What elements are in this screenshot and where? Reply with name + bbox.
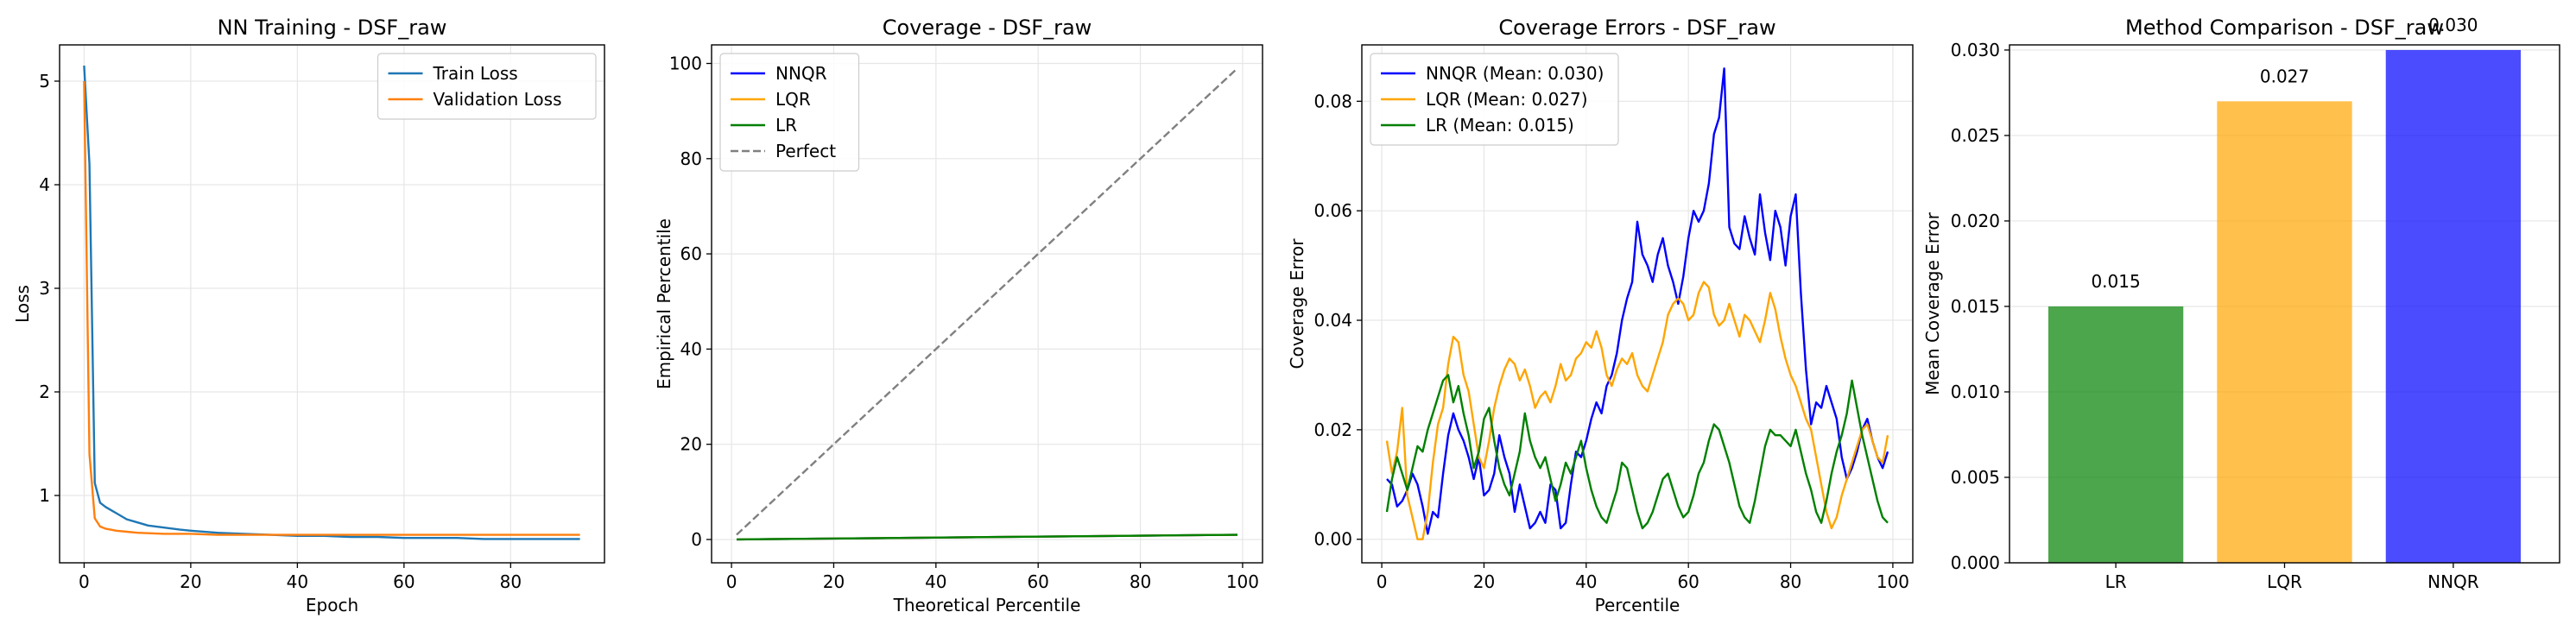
bar-nnqr (2385, 49, 2522, 563)
x-tick-label: LQR (2267, 571, 2302, 592)
chart-title: NN Training - DSF_raw (218, 16, 447, 40)
y-tick-label: 0.00 (1313, 529, 1352, 550)
y-tick-label: 0.020 (1951, 211, 2000, 231)
x-tick-label: LR (2105, 571, 2127, 592)
x-tick-label: 0 (726, 571, 737, 592)
series-line-1 (83, 65, 580, 540)
legend-label: LQR (775, 89, 811, 110)
x-tick-label: 20 (823, 571, 845, 592)
axes-frame (1361, 44, 1914, 564)
legend-label: LR (775, 115, 797, 136)
series-line-3 (736, 533, 1238, 541)
axes-frame (59, 44, 605, 564)
legend-label: NNQR (775, 63, 827, 84)
x-tick-label: 60 (393, 571, 415, 592)
y-tick-label: 100 (669, 54, 702, 74)
x-tick-label: 60 (1677, 571, 1699, 592)
legend-label: Perfect (775, 141, 836, 161)
series-line-2 (1385, 281, 1889, 540)
data-label-lr: 0.015 (2091, 271, 2140, 292)
y-tick-label: 0.010 (1951, 382, 2000, 402)
series-line-2 (83, 80, 580, 536)
x-tick-label: 80 (1130, 571, 1151, 592)
x-tick-label: 40 (1575, 571, 1597, 592)
legend-box (1370, 53, 1619, 146)
series-line-3 (1385, 374, 1889, 530)
y-tick-label: 0.005 (1951, 467, 2000, 488)
x-tick-label: NNQR (2427, 571, 2479, 592)
legend-label: NNQR (Mean: 0.030) (1426, 63, 1604, 84)
y-axis-label: Empirical Percentile (654, 218, 674, 389)
data-label-lqr: 0.027 (2260, 66, 2309, 86)
grid (60, 45, 604, 563)
chart-panel-2: 0 20 40 60 80 100 0 20 40 60 80 100 Coverage - DSF_r… (654, 16, 1263, 615)
plot-area (1385, 67, 1889, 540)
x-tick-label: 40 (287, 571, 308, 592)
legend: Train Loss Validation Loss (377, 53, 597, 120)
x-axis-label: Epoch (306, 595, 358, 615)
plot-area (83, 65, 580, 540)
y-tick-label: 0 (691, 529, 702, 550)
chart-title: Coverage - DSF_raw (883, 16, 1092, 40)
legend-label: Train Loss (433, 63, 518, 84)
y-tick-label: 0.02 (1313, 420, 1352, 440)
y-axis-label: Coverage Error (1287, 238, 1307, 369)
y-tick-label: 40 (680, 338, 702, 359)
x-tick-label: 20 (180, 571, 201, 592)
axes-frame (711, 44, 1263, 564)
chart-panel-1: 0 20 40 60 80 1 2 3 4 5 NN Training - DSF_raw Epoch… (12, 16, 605, 615)
bar-lr (2048, 306, 2184, 563)
series-line-1 (1386, 67, 1889, 535)
y-tick-label: 80 (680, 148, 702, 169)
legend-label: Validation Loss (434, 89, 562, 110)
x-tick-label: 100 (1226, 571, 1259, 592)
x-axis-label: Percentile (1595, 595, 1680, 615)
series-line-4 (736, 67, 1238, 536)
y-tick-label: 4 (39, 174, 50, 195)
y-tick-label: 0.08 (1313, 91, 1352, 111)
y-tick-label: 0.000 (1951, 552, 2000, 573)
chart-title: Method Comparison - DSF_raw (2125, 16, 2444, 40)
plot-area (2048, 49, 2522, 563)
y-tick-label: 0.06 (1313, 200, 1352, 221)
y-tick-label: 2 (39, 382, 50, 402)
x-tick-label: 0 (79, 571, 90, 592)
data-label-nnqr: 0.030 (2428, 15, 2478, 35)
plot-area (736, 67, 1238, 541)
legend-label: LR (Mean: 0.015) (1426, 115, 1574, 136)
x-tick-label: 20 (1473, 571, 1495, 592)
y-tick-label: 1 (39, 485, 50, 506)
x-tick-label: 0 (1377, 571, 1388, 592)
y-tick-label: 0.025 (1951, 125, 2000, 146)
chart-panel-3: 0 20 40 60 80 100 0.00 0.02 0.04 0.06 0.08 Coverage… (1287, 16, 1914, 615)
x-tick-label: 80 (1780, 571, 1801, 592)
x-tick-label: 80 (500, 571, 522, 592)
y-tick-label: 0.015 (1951, 296, 2000, 317)
y-tick-label: 5 (39, 71, 50, 91)
y-axis-label: Loss (12, 285, 33, 323)
bar-lqr (2217, 101, 2352, 563)
y-tick-label: 3 (39, 278, 50, 299)
legend-label: LQR (Mean: 0.027) (1426, 89, 1588, 110)
legend-box (377, 53, 597, 120)
y-tick-label: 60 (680, 243, 702, 264)
legend-box (719, 53, 860, 172)
x-tick-label: 100 (1877, 571, 1909, 592)
legend: NNQR LQR LR Perfect (719, 53, 860, 172)
x-axis-label: Theoretical Percentile (893, 595, 1081, 615)
chart-title: Coverage Errors - DSF_raw (1498, 16, 1775, 40)
x-tick-label: 40 (925, 571, 946, 592)
chart-panel-4: 0.015 0.027 0.030 LR LQR NNQR 0.000 0.005 0.010 0… (1922, 15, 2560, 592)
x-tick-label: 60 (1027, 571, 1048, 592)
legend: NNQR (Mean: 0.030) LQR (Mean: 0.027) LR (M… (1370, 53, 1619, 146)
y-tick-label: 0.030 (1951, 40, 2000, 60)
y-tick-label: 20 (680, 434, 702, 455)
y-axis-label: Mean Coverage Error (1922, 211, 1943, 395)
y-tick-label: 0.04 (1313, 310, 1352, 331)
